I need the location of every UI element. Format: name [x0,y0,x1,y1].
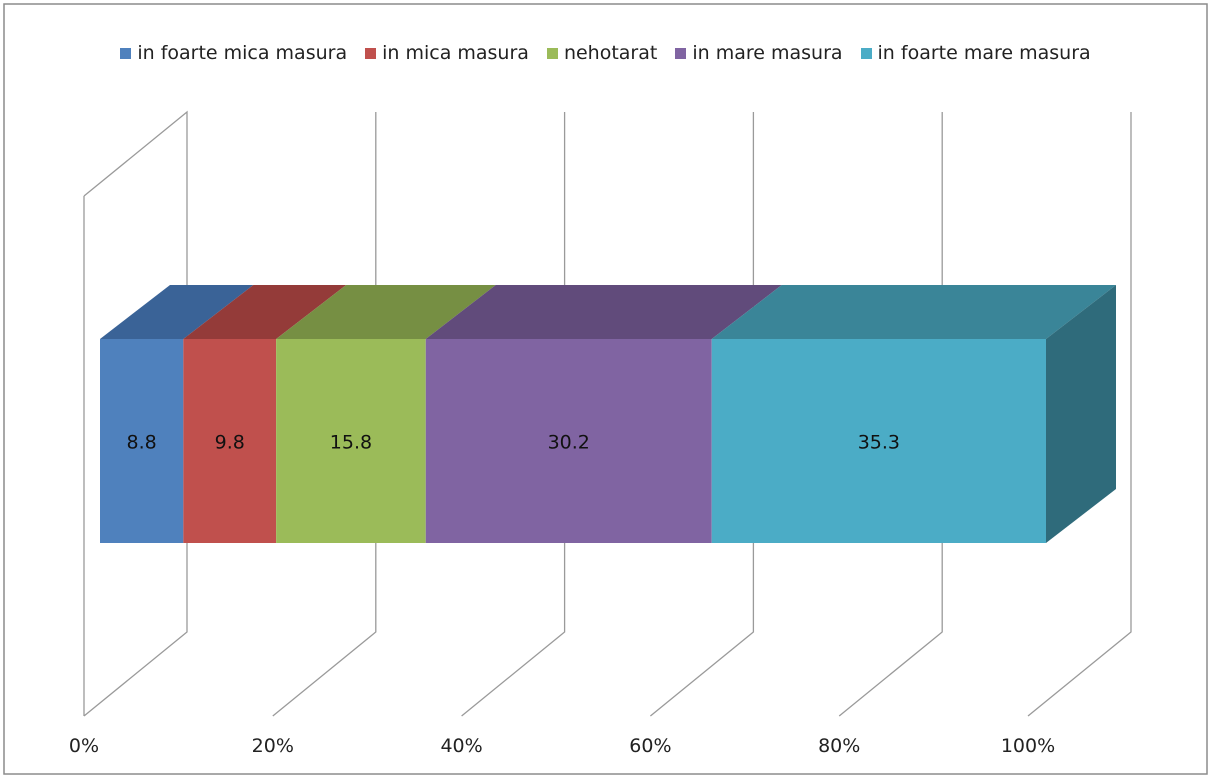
x-tick-label-1: 20% [252,735,294,757]
legend-label-3: in mare masura [692,42,843,64]
legend-swatch-3 [675,47,687,59]
bar-top-3 [425,285,782,339]
legend-swatch-1 [365,47,377,59]
bar-segment-4 [711,339,1046,543]
bar-segment-2 [276,339,426,543]
chart-border [3,3,1208,775]
legend-swatch-4 [860,47,872,59]
data-label-0: 8.8 [127,432,157,454]
legend-label-0: in foarte mica masura [137,42,348,64]
x-tick-label-0: 0% [69,735,99,757]
bar-top-2 [276,285,496,339]
legend-label-2: nehotarat [563,42,658,64]
bar-side-face [1046,285,1116,543]
gridline-5 [1027,112,1132,717]
data-label-2: 15.8 [330,432,372,454]
data-label-3: 30.2 [548,432,590,454]
bar-top-1 [183,285,347,339]
legend-label-1: in mica masura [382,42,529,64]
bar-top-0 [100,285,254,339]
x-tick-label-4: 80% [818,735,860,757]
data-label-4: 35.3 [858,432,900,454]
x-tick-label-5: 100% [1001,735,1055,757]
chart-legend: in foarte mica masura in mica masura nehot… [0,42,1211,64]
legend-swatch-0 [120,47,132,59]
legend-label-4: in foarte mare masura [877,42,1091,64]
legend-item-0: in foarte mica masura [120,42,347,64]
legend-item-3: in mare masura [675,42,843,64]
legend-item-4: in foarte mare masura [860,42,1091,64]
legend-swatch-2 [546,47,558,59]
bar-top-4 [711,285,1116,339]
legend-item-1: in mica masura [365,42,529,64]
bar-segment-3 [425,339,712,543]
x-tick-label-3: 60% [629,735,671,757]
bar-segment-1 [183,339,277,543]
data-label-1: 9.8 [215,432,245,454]
legend-item-2: nehotarat [546,42,658,64]
x-tick-label-2: 40% [440,735,482,757]
bar-segment-0 [100,339,184,543]
